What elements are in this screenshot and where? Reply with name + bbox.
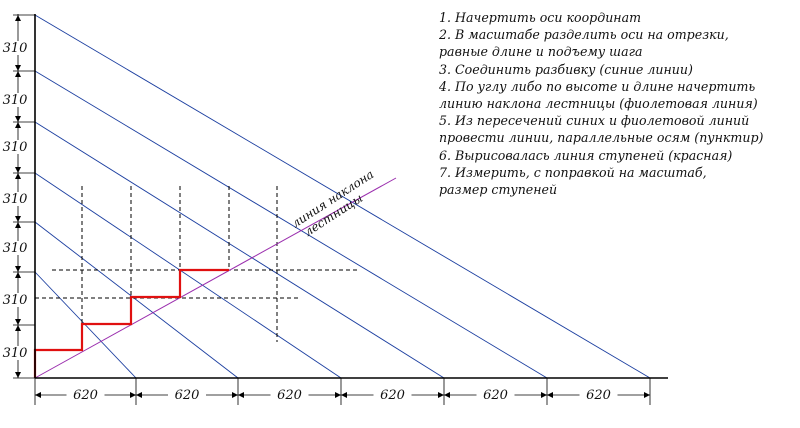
arrow-up bbox=[15, 173, 21, 179]
label-backdrop bbox=[373, 386, 412, 402]
instruction-step-1: 1. Начертить оси координат bbox=[439, 10, 642, 25]
label-backdrop bbox=[579, 386, 618, 402]
dimension-label-620: 620 bbox=[586, 388, 611, 403]
arrow-down bbox=[15, 372, 21, 378]
label-backdrop bbox=[2, 140, 29, 154]
division-line bbox=[34, 121, 445, 379]
label-backdrop bbox=[2, 241, 29, 255]
dimension-label-310: 310 bbox=[3, 192, 28, 207]
dimension-label-310: 310 bbox=[3, 293, 28, 308]
label-backdrop bbox=[168, 386, 206, 402]
arrow-up bbox=[15, 272, 21, 278]
label-backdrop bbox=[270, 386, 309, 402]
arrow-left bbox=[341, 392, 347, 398]
dimension-label-620: 620 bbox=[380, 388, 405, 403]
arrow-up bbox=[15, 71, 21, 77]
division-line bbox=[34, 221, 239, 379]
stair-slope-line bbox=[34, 177, 397, 379]
dimension-label-310: 310 bbox=[3, 41, 28, 56]
instruction-step-4: 4. По углу либо по высоте и длине начерт… bbox=[439, 78, 758, 112]
arrow-left bbox=[35, 392, 41, 398]
arrow-left bbox=[136, 392, 142, 398]
label-backdrop bbox=[2, 293, 29, 307]
arrow-right bbox=[130, 392, 136, 398]
label-backdrop bbox=[2, 192, 29, 206]
dimension-label-620: 620 bbox=[73, 388, 98, 403]
dimension-label-620: 620 bbox=[483, 388, 508, 403]
coordinate-axes bbox=[34, 14, 668, 379]
instruction-step-6: 6. Вырисовалась линия ступеней (красная) bbox=[439, 147, 733, 163]
arrow-left bbox=[444, 392, 450, 398]
arrow-down bbox=[15, 116, 21, 122]
dimension-label-620: 620 bbox=[277, 388, 302, 403]
arrow-down bbox=[15, 216, 21, 222]
stair-steps-line bbox=[33, 268, 229, 378]
instruction-step-3: 3. Соединить разбивку (синие линии) bbox=[439, 61, 693, 77]
arrow-down bbox=[15, 167, 21, 173]
dimension-label-310: 310 bbox=[3, 93, 28, 108]
dimension-label-310: 310 bbox=[3, 241, 28, 256]
division-line bbox=[34, 14, 651, 379]
division-line bbox=[34, 172, 342, 379]
arrow-right bbox=[232, 392, 238, 398]
vertical-dimensions: 310 310 310 310 310 310 310 bbox=[2, 14, 35, 379]
arrow-right bbox=[541, 392, 547, 398]
arrow-up bbox=[15, 15, 21, 21]
instruction-step-7: 7. Измерить, с поправкой на масштаб, раз… bbox=[439, 164, 707, 198]
division-line bbox=[34, 70, 548, 379]
slope-line-label: линия наклона лестницы bbox=[289, 165, 387, 242]
label-backdrop bbox=[66, 386, 105, 402]
arrow-left bbox=[547, 392, 553, 398]
projection-dashed-lines bbox=[35, 186, 358, 350]
label-backdrop bbox=[476, 386, 515, 402]
division-lines bbox=[34, 14, 651, 379]
label-backdrop bbox=[2, 41, 29, 55]
arrow-down bbox=[15, 266, 21, 272]
dimension-label-620: 620 bbox=[175, 388, 200, 403]
arrow-right bbox=[335, 392, 341, 398]
instruction-step-2: 2. В масштабе разделить оси на отрезки, … bbox=[439, 27, 729, 60]
arrow-right bbox=[438, 392, 444, 398]
arrow-down bbox=[15, 319, 21, 325]
label-backdrop bbox=[2, 93, 29, 107]
arrow-up bbox=[15, 122, 21, 128]
arrow-down bbox=[15, 65, 21, 71]
arrow-up bbox=[15, 222, 21, 228]
arrow-up bbox=[15, 325, 21, 331]
horizontal-dimensions: 620 620 620 620 620 620 bbox=[34, 378, 651, 405]
label-backdrop bbox=[2, 346, 29, 360]
arrow-left bbox=[238, 392, 244, 398]
instruction-step-5: 5. Из пересечений синих и фиолетовой лин… bbox=[439, 113, 764, 146]
arrow-right bbox=[644, 392, 650, 398]
dimension-label-310: 310 bbox=[3, 140, 28, 155]
dimension-label-310: 310 bbox=[3, 346, 28, 361]
instruction-list: 1. Начертить оси координат 2. В масштабе… bbox=[439, 9, 794, 198]
